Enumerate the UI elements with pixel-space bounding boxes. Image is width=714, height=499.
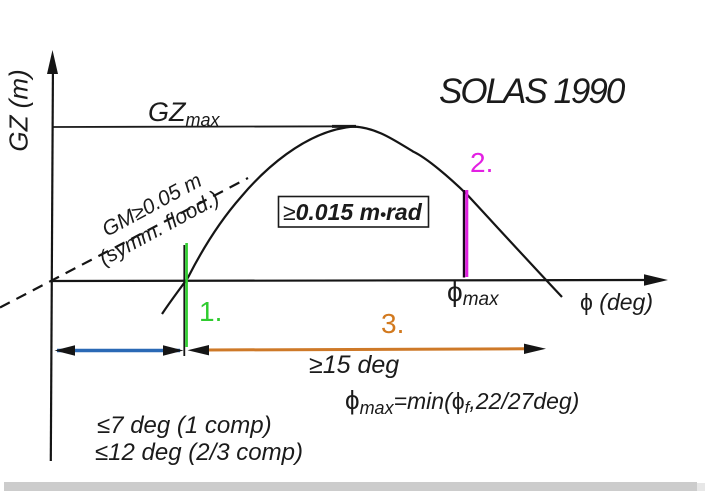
svg-text:ϕ (deg): ϕ (deg)	[580, 289, 653, 315]
svg-text:GZmax: GZmax	[148, 97, 221, 130]
svg-text:1.: 1.	[199, 296, 222, 327]
svg-text:≥0.015 m•rad: ≥0.015 m•rad	[283, 199, 423, 225]
svg-text:ϕmax=min(ϕf,22/27deg): ϕmax=min(ϕf,22/27deg)	[345, 385, 579, 418]
svg-text:≤7 deg (1 comp): ≤7 deg (1 comp)	[97, 412, 272, 439]
svg-text:≥15 deg: ≥15 deg	[309, 351, 399, 379]
svg-text:2.: 2.	[470, 147, 493, 178]
svg-text:SOLAS 1990: SOLAS 1990	[439, 72, 626, 111]
svg-text:GZ (m): GZ (m)	[4, 69, 34, 151]
svg-text:≤12 deg (2/3 comp): ≤12 deg (2/3 comp)	[95, 439, 303, 466]
svg-text:3.: 3.	[381, 308, 404, 339]
